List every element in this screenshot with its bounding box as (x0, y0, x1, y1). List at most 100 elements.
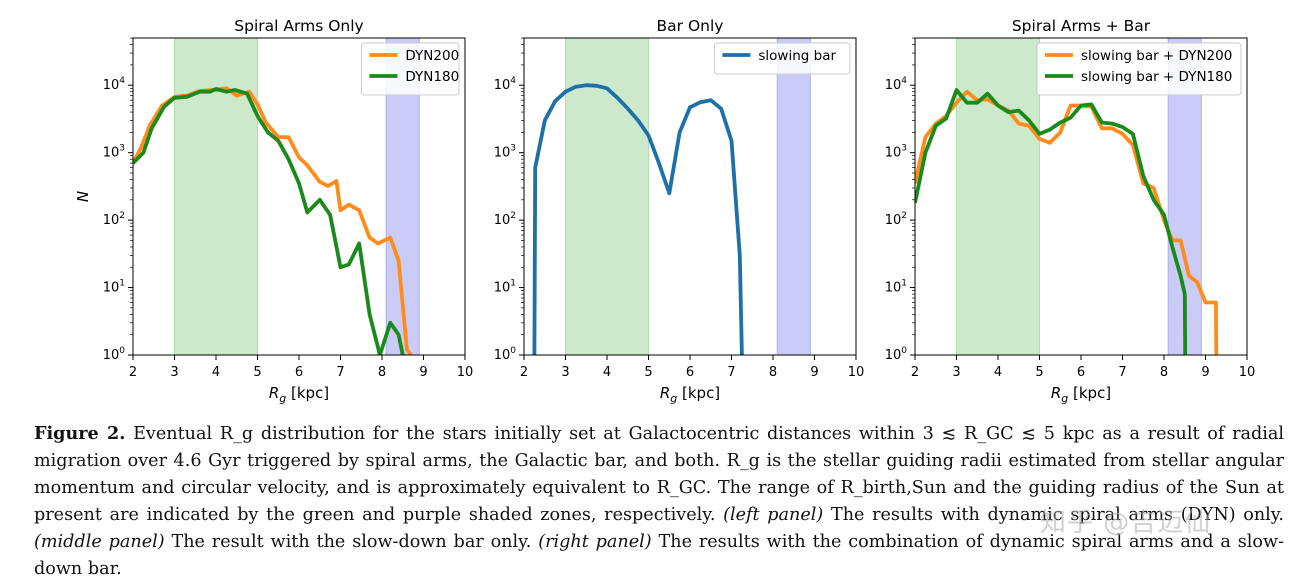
x-tick-label: 9 (810, 365, 818, 380)
legend-box (1036, 42, 1242, 96)
y-tick-label: 101 (885, 279, 907, 296)
x-axis-label-unit: [kpc] (1068, 384, 1111, 402)
legend-label: DYN180 (405, 69, 459, 85)
chart-title: Spiral Arms + Bar (1012, 17, 1151, 35)
y-tick-label: 103 (494, 144, 516, 161)
y-tick-label: 103 (885, 144, 907, 161)
x-tick-label: 2 (129, 365, 137, 380)
x-tick-label: 5 (644, 365, 652, 380)
chart-title: Spiral Arms Only (234, 17, 363, 35)
y-tick-exponent: 4 (119, 76, 125, 86)
y-tick-exponent: 0 (119, 346, 125, 356)
y-tick-exponent: 1 (901, 279, 907, 289)
x-axis-label: Rg [kpc] (660, 384, 720, 405)
x-tick-label: 3 (561, 365, 569, 380)
y-tick-exponent: 2 (901, 211, 907, 221)
x-axis-label-symbol: R (1051, 384, 1061, 402)
x-tick-label: 7 (1118, 365, 1126, 380)
y-tick-exponent: 2 (510, 211, 516, 221)
x-axis-label-subscript: g (670, 392, 677, 405)
y-tick-label: 100 (885, 346, 908, 363)
x-axis-label-subscript: g (1061, 392, 1068, 405)
x-tick-label: 6 (295, 365, 303, 380)
chart-title: Bar Only (657, 17, 724, 35)
x-tick-label: 7 (727, 365, 735, 380)
y-tick-label: 100 (494, 346, 517, 363)
series-line-slowing-bar-dyn200 (915, 89, 1219, 355)
caption-text: Eventual R_g distribution for the stars … (34, 424, 1284, 525)
x-tick-label: 6 (686, 365, 694, 380)
y-tick-label: 102 (885, 211, 907, 228)
y-tick-label: 101 (103, 279, 125, 296)
y-tick-exponent: 1 (510, 279, 516, 289)
y-tick-label: 101 (494, 279, 516, 296)
y-tick-exponent: 3 (119, 144, 125, 154)
watermark: 知乎 @吉迈仙 (1040, 508, 1212, 538)
y-tick-exponent: 3 (510, 144, 516, 154)
y-tick-label: 104 (885, 76, 908, 93)
x-axis-label-unit: [kpc] (286, 384, 329, 402)
caption-right-panel: (right panel) (538, 532, 652, 552)
x-axis-label-symbol: R (660, 384, 670, 402)
legend-label: slowing bar + DYN200 (1081, 48, 1232, 64)
x-tick-label: 7 (336, 365, 344, 380)
y-tick-label: 100 (103, 346, 126, 363)
y-tick-exponent: 4 (901, 76, 907, 86)
x-tick-label: 4 (603, 365, 611, 380)
y-axis-label: N (74, 191, 92, 202)
y-tick-exponent: 1 (119, 279, 125, 289)
x-tick-label: 6 (1077, 365, 1085, 380)
x-axis-label: Rg [kpc] (1051, 384, 1111, 405)
x-axis-label-symbol: R (269, 384, 279, 402)
legend-label: slowing bar (758, 48, 836, 64)
caption-left-text: The results with dynamic spiral arms (DY… (823, 505, 1285, 525)
series-line-slowing-bar (532, 83, 744, 355)
x-tick-label: 8 (769, 365, 777, 380)
x-tick-label: 5 (253, 365, 261, 380)
green-shaded-zone (174, 37, 258, 356)
x-tick-label: 9 (1201, 365, 1209, 380)
caption-middle-panel: (middle panel) (34, 532, 165, 552)
x-tick-label: 10 (457, 365, 474, 380)
series-line-dyn180 (133, 87, 405, 355)
x-tick-label: 10 (1239, 365, 1256, 380)
x-axis-label-subscript: g (279, 392, 286, 405)
legend-label: slowing bar + DYN180 (1081, 69, 1232, 85)
x-tick-label: 8 (1160, 365, 1168, 380)
green-shaded-zone (956, 37, 1040, 356)
x-axis-label-unit: [kpc] (677, 384, 720, 402)
y-tick-exponent: 2 (119, 211, 125, 221)
x-tick-label: 9 (419, 365, 427, 380)
y-tick-label: 104 (494, 76, 517, 93)
series-line-slowing-bar-dyn180 (915, 88, 1188, 355)
x-tick-label: 4 (212, 365, 220, 380)
caption-left-panel: (left panel) (723, 505, 824, 525)
x-tick-label: 8 (378, 365, 386, 380)
y-tick-label: 102 (494, 211, 516, 228)
legend-label: DYN200 (405, 48, 459, 64)
purple-shaded-zone (776, 37, 811, 356)
y-tick-label: 102 (103, 211, 125, 228)
y-tick-label: 104 (103, 76, 126, 93)
caption-middle-text: The result with the slow-down bar only. (164, 532, 539, 552)
y-tick-exponent: 0 (510, 346, 516, 356)
x-tick-label: 3 (952, 365, 960, 380)
y-tick-exponent: 3 (901, 144, 907, 154)
y-tick-exponent: 0 (901, 346, 907, 356)
x-tick-label: 5 (1035, 365, 1043, 380)
x-axis-label: Rg [kpc] (269, 384, 329, 405)
x-tick-label: 10 (848, 365, 865, 380)
caption-right-text: The results with the combination of dyna… (34, 532, 1284, 579)
caption-label: Figure 2. (34, 423, 126, 444)
figure-caption: Figure 2. Eventual R_g distribution for … (34, 420, 1284, 583)
x-tick-label: 2 (520, 365, 528, 380)
y-tick-label: 103 (103, 144, 125, 161)
x-tick-label: 4 (994, 365, 1002, 380)
legend-box (713, 42, 851, 75)
x-tick-label: 2 (911, 365, 919, 380)
y-tick-exponent: 4 (510, 76, 516, 86)
